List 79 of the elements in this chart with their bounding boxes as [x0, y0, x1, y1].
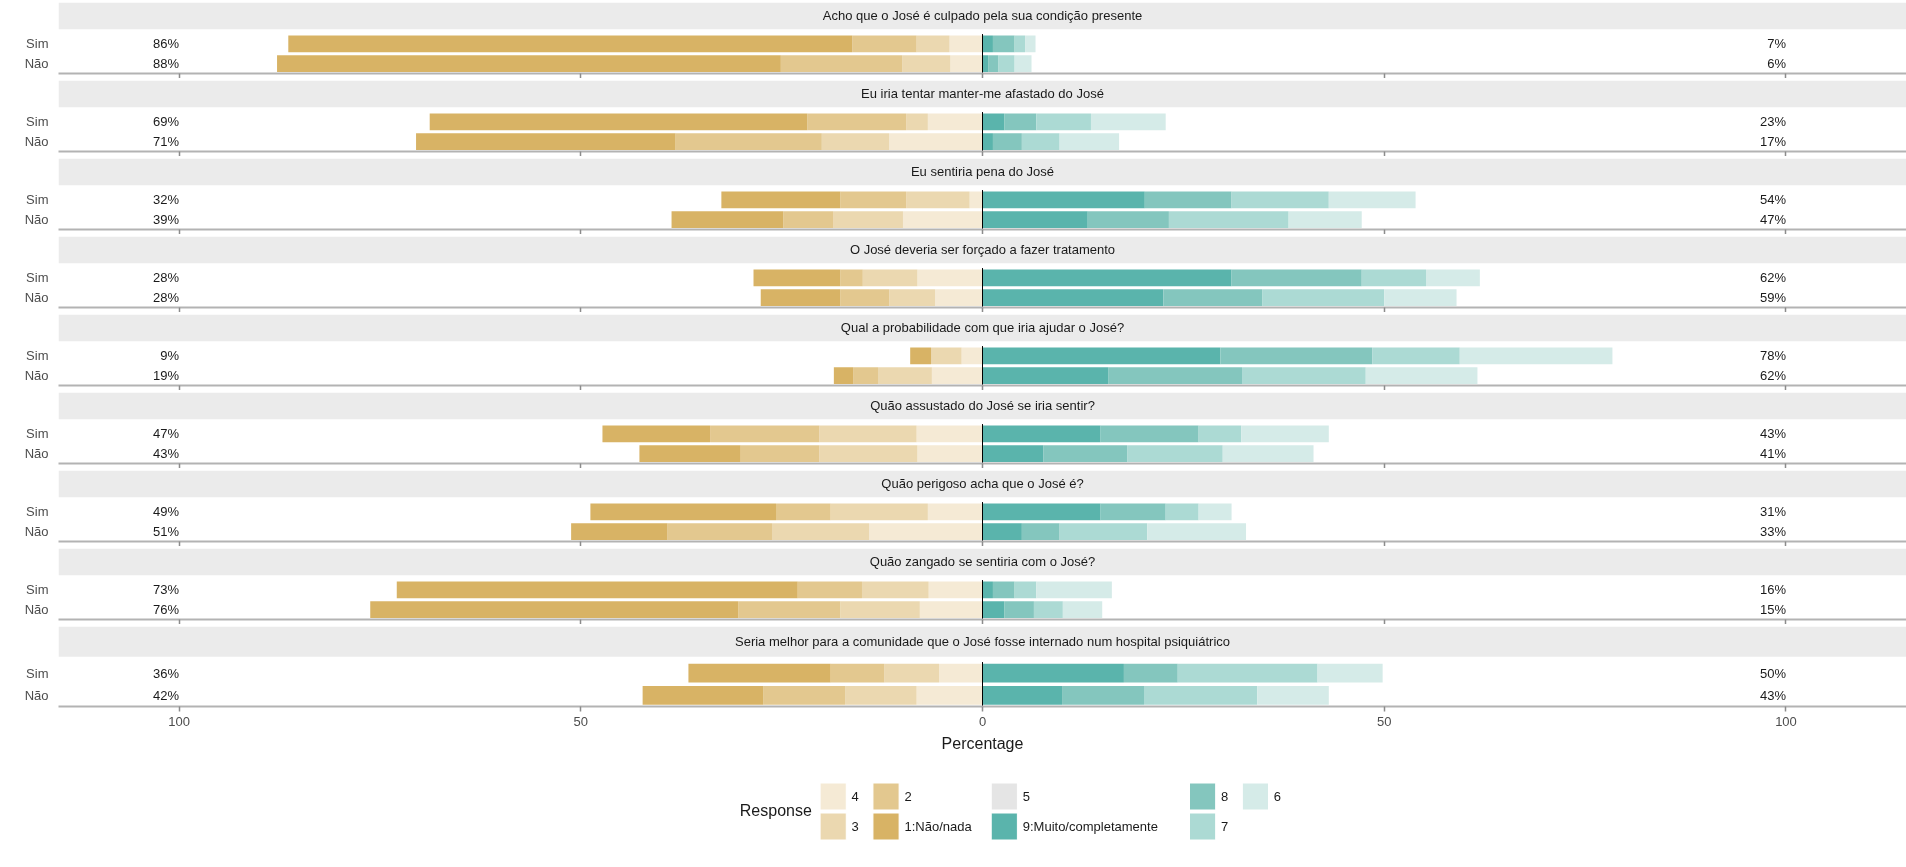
text: 31% [1759, 504, 1786, 520]
y-tick-label: Não [24, 524, 49, 540]
y-tick-label: Sim [26, 114, 49, 130]
text: 43% [1759, 687, 1786, 703]
text: 43% [1759, 426, 1786, 442]
legend-label: 7 [1221, 819, 1229, 834]
y-tick-label: Sim [26, 665, 49, 681]
legend-label: 2 [904, 789, 912, 804]
y-tick-label: Sim [26, 582, 49, 598]
y-tick-label: Não [24, 212, 49, 228]
x-tick-label: 50 [1377, 713, 1392, 729]
text: 7% [1767, 36, 1786, 52]
text: 32% [153, 192, 180, 208]
legend-label: 9:Muito/completamente [1022, 819, 1158, 834]
y-tick-label: Sim [26, 426, 49, 442]
text: 6% [1767, 56, 1786, 72]
text: 71% [153, 134, 180, 150]
text: 88% [153, 56, 180, 72]
text: 59% [1759, 290, 1786, 306]
x-tick-label: 50 [573, 713, 588, 729]
legend-label: 6 [1273, 789, 1282, 804]
text: 73% [153, 582, 180, 598]
chart-title: Quão zangado se sentiria com o José? [869, 554, 1096, 570]
text: 42% [153, 687, 180, 703]
text: 78% [1759, 348, 1786, 364]
chart-title: Qual a probabilidade com que iria ajudar o José? [840, 320, 1125, 336]
text: 28% [153, 290, 180, 306]
chart-title: O José deveria ser forçado a fazer tratamento [849, 242, 1116, 258]
text: 62% [1759, 368, 1786, 384]
text: 9% [160, 348, 180, 364]
text: 47% [1759, 212, 1786, 228]
text: 33% [1759, 524, 1786, 540]
text: 86% [153, 36, 180, 52]
chart-title: Quão perigoso acha que o José é? [881, 476, 1084, 492]
x-tick-label: 0 [978, 713, 987, 729]
text: 28% [153, 270, 180, 286]
text: 76% [153, 602, 180, 618]
y-tick-label: Sim [26, 36, 49, 52]
y-tick-label: Não [24, 687, 49, 703]
y-tick-label: Sim [26, 192, 49, 208]
text: 17% [1759, 134, 1786, 150]
text: 47% [153, 426, 180, 442]
y-tick-label: Não [24, 56, 49, 72]
y-tick-label: Não [24, 602, 49, 618]
y-tick-label: Sim [26, 504, 49, 520]
text: 36% [153, 665, 180, 681]
text: 19% [153, 368, 180, 384]
text: 54% [1759, 192, 1786, 208]
text: 39% [153, 212, 180, 228]
chart-title: Eu iria tentar manter-me afastado do José [861, 86, 1104, 102]
chart-title: Eu sentiria pena do José [910, 164, 1055, 180]
text: 50% [1759, 665, 1786, 681]
legend-title: Response [739, 802, 812, 819]
legend-label: 3 [851, 819, 859, 834]
text: 15% [1759, 602, 1786, 618]
text: 62% [1759, 270, 1786, 286]
y-tick-label: Não [24, 446, 49, 462]
legend-label: 1:Não/nada [904, 819, 973, 834]
chart-title: Quão assustado do José se iria sentir? [870, 398, 1095, 414]
text: 51% [153, 524, 180, 540]
chart-title: Seria melhor para a comunidade que o José fosse internado num hospital psiquiátrico [734, 634, 1231, 650]
legend-label: 5 [1022, 789, 1030, 804]
chart-title: Acho que o José é culpado pela sua condição presente [822, 8, 1143, 24]
y-tick-label: Não [24, 368, 49, 384]
x-axis-title: Percentage [941, 734, 1024, 752]
y-tick-label: Não [24, 134, 49, 150]
text: 16% [1759, 582, 1786, 598]
x-tick-label: 100 [1775, 713, 1797, 729]
y-tick-label: Não [24, 290, 49, 306]
legend-label: 4 [851, 789, 859, 804]
text: 49% [153, 504, 180, 520]
y-tick-label: Sim [26, 270, 49, 286]
text: 43% [153, 446, 180, 462]
y-tick-label: Sim [26, 348, 49, 364]
x-tick-label: 100 [168, 713, 190, 729]
text: 23% [1759, 114, 1786, 130]
legend-label: 8 [1221, 789, 1229, 804]
text: 69% [153, 114, 180, 130]
text: 41% [1759, 446, 1786, 462]
